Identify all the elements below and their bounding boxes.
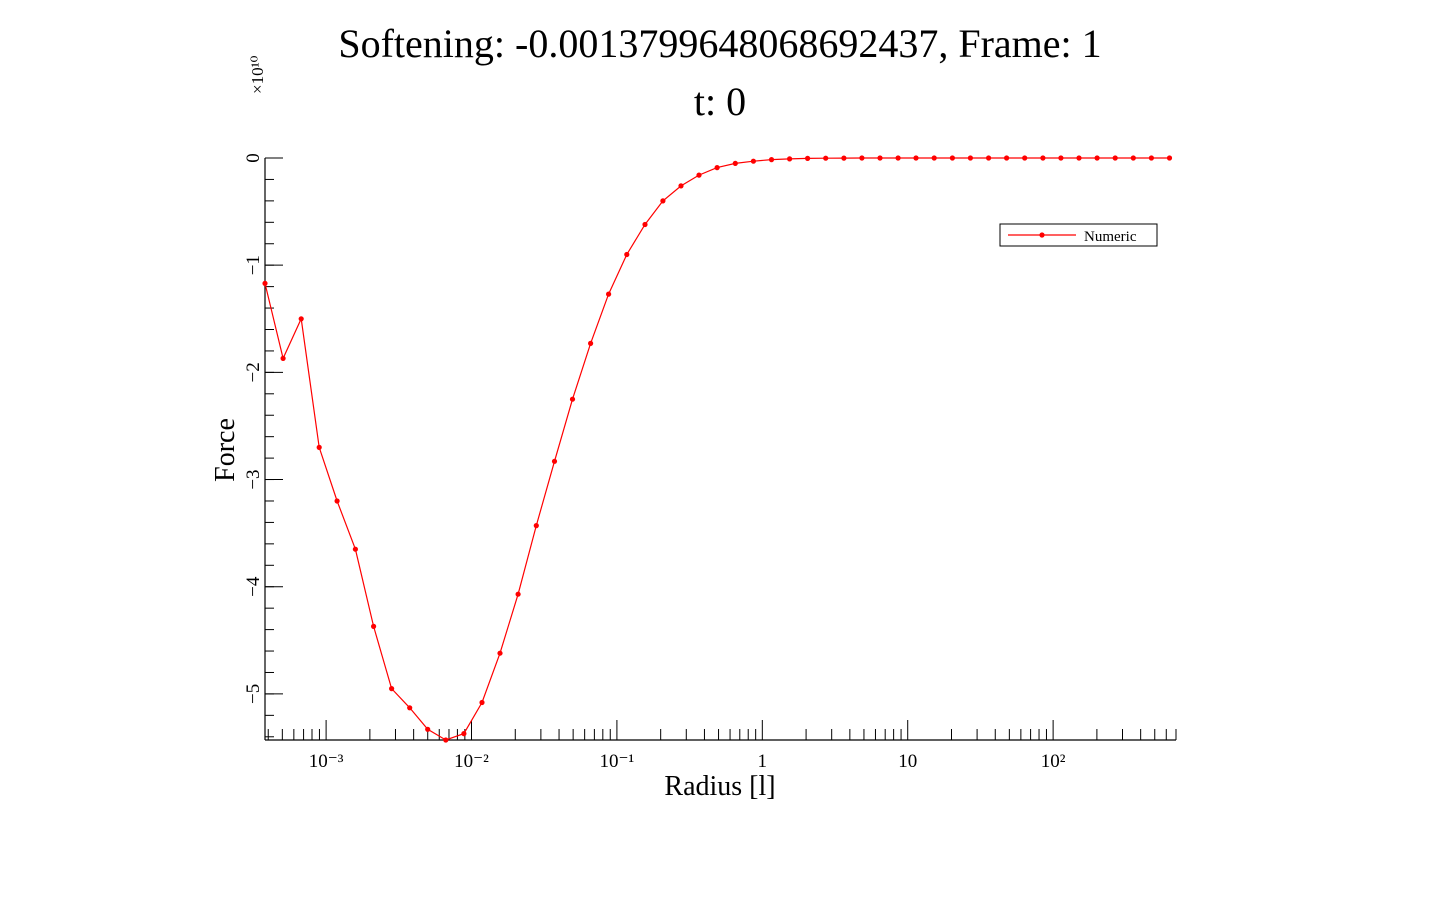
y-tick-label: −3 bbox=[243, 469, 264, 489]
data-point bbox=[352, 546, 358, 552]
data-point bbox=[714, 165, 720, 171]
ticks bbox=[265, 157, 1177, 740]
y-axis-multiplier: ×10¹⁰ bbox=[248, 55, 267, 94]
x-axis-label: Radius [l] bbox=[664, 771, 775, 802]
data-point bbox=[931, 155, 937, 161]
data-point bbox=[515, 591, 521, 597]
x-tick-label: 10 bbox=[898, 751, 917, 772]
data-point bbox=[389, 686, 395, 692]
data-point bbox=[696, 172, 702, 178]
data-point bbox=[551, 458, 558, 464]
data-point bbox=[859, 155, 865, 161]
data-point bbox=[298, 316, 304, 322]
legend-marker-sample bbox=[1039, 232, 1045, 238]
y-tick-label: −4 bbox=[243, 576, 264, 597]
data-point bbox=[1058, 155, 1064, 161]
data-point bbox=[660, 198, 666, 204]
data-point bbox=[787, 156, 793, 162]
data-point bbox=[262, 280, 268, 286]
data-point bbox=[1022, 155, 1028, 161]
data-point bbox=[606, 291, 612, 297]
data-point bbox=[569, 396, 576, 402]
y-tick-label: −1 bbox=[243, 255, 264, 275]
data-point bbox=[841, 155, 847, 161]
legend-box bbox=[999, 223, 1158, 247]
y-tick-label: 0 bbox=[243, 153, 264, 163]
legend-label: Numeric bbox=[1084, 229, 1137, 245]
data-point bbox=[443, 737, 449, 743]
data-point bbox=[768, 157, 775, 163]
legend: Numeric bbox=[999, 223, 1158, 247]
y-tick-label: −5 bbox=[243, 684, 264, 704]
data-point bbox=[642, 221, 648, 228]
data-point bbox=[461, 731, 467, 737]
data-point bbox=[877, 155, 883, 161]
data-point bbox=[371, 623, 377, 630]
data-point bbox=[1148, 155, 1154, 161]
x-tick-label: 10⁻¹ bbox=[600, 751, 635, 772]
axes bbox=[264, 158, 1176, 741]
data-point bbox=[497, 650, 503, 656]
data-point bbox=[967, 155, 974, 161]
data-point bbox=[949, 155, 956, 161]
data-point bbox=[1112, 155, 1118, 161]
data-point bbox=[750, 158, 757, 164]
x-tick-label: 10⁻² bbox=[454, 751, 489, 772]
data-point bbox=[533, 523, 539, 529]
data-point bbox=[1094, 155, 1100, 161]
y-tick-label: −2 bbox=[243, 362, 264, 382]
data-point bbox=[280, 355, 286, 361]
data-point bbox=[732, 160, 738, 166]
data-point bbox=[1166, 155, 1173, 161]
data-point bbox=[624, 251, 630, 258]
data-point bbox=[334, 498, 340, 504]
data-point bbox=[913, 155, 919, 161]
data-point bbox=[986, 155, 992, 161]
data-point bbox=[678, 183, 684, 189]
data-point bbox=[588, 340, 594, 346]
data-point bbox=[425, 726, 431, 732]
data-point bbox=[1076, 155, 1082, 161]
x-tick-label: 1 bbox=[758, 751, 768, 772]
data-point bbox=[1004, 155, 1010, 161]
data-point bbox=[1040, 155, 1046, 161]
data-point bbox=[316, 444, 322, 450]
tick-labels: 0 −1 −2 −3 −4 −5 10⁻³ 10⁻² 10⁻¹ 1 10 10² bbox=[243, 153, 1066, 772]
y-axis-label: Force bbox=[210, 418, 241, 482]
data-point bbox=[823, 155, 829, 161]
x-tick-label: 10² bbox=[1041, 751, 1066, 772]
data-point bbox=[895, 155, 901, 161]
chart-title-line-2: t: 0 bbox=[693, 79, 747, 124]
y-axis-multiplier-text: ×10¹⁰ bbox=[248, 55, 267, 94]
data-point bbox=[1130, 155, 1136, 161]
data-point bbox=[407, 705, 413, 711]
x-tick-label: 10⁻³ bbox=[309, 751, 344, 772]
data-point bbox=[805, 155, 811, 161]
chart-title-line-1: Softening: -0.0013799648068692437, Frame… bbox=[338, 21, 1102, 66]
series-group bbox=[262, 155, 1173, 743]
data-point bbox=[479, 699, 485, 706]
